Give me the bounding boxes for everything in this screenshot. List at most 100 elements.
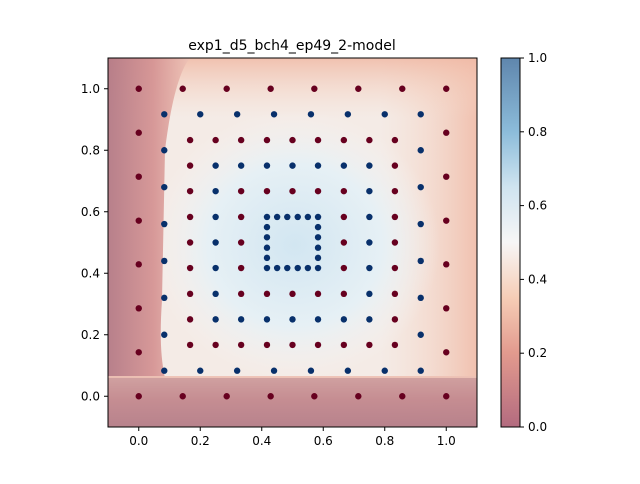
scatter-point-class-1: [314, 316, 322, 323]
scatter-point-class-0: [443, 85, 450, 92]
y-tick-label: 0.6: [81, 205, 100, 219]
colorbar: 0.0 0.2 0.4 0.6 0.8 1.0: [500, 51, 547, 434]
scatter-point-class-1: [161, 147, 168, 154]
scatter-point-class-0: [212, 136, 219, 144]
x-tick-label: 0.6: [314, 434, 333, 448]
scatter-point-class-0: [263, 290, 271, 298]
scatter-point-class-0: [135, 393, 142, 400]
y-axis: 0.0 0.2 0.4 0.6 0.8 1.0: [81, 82, 108, 403]
scatter-point-class-0: [263, 341, 271, 349]
scatter-point-class-0: [186, 264, 194, 272]
x-tick-label: 0.0: [129, 434, 148, 448]
scatter-point-class-1: [344, 367, 352, 374]
scatter-point-class-1: [263, 213, 271, 221]
scatter-point-class-1: [161, 257, 168, 265]
scatter-point-class-0: [179, 393, 186, 400]
scatter-point-class-0: [391, 316, 399, 323]
scatter-point-class-1: [161, 331, 168, 338]
scatter-point-class-0: [135, 217, 142, 224]
scatter-point-class-0: [237, 187, 245, 195]
scatter-point-class-0: [391, 136, 399, 144]
x-tick-label: 0.8: [375, 434, 394, 448]
scatter-point-class-0: [186, 213, 194, 221]
scatter-point-class-0: [355, 393, 362, 400]
scatter-point-class-1: [381, 111, 388, 118]
x-tick-label: 0.2: [191, 434, 210, 448]
scatter-point-class-0: [366, 136, 373, 144]
scatter-point-class-1: [381, 367, 388, 374]
scatter-point-class-0: [314, 136, 322, 144]
scatter-point-class-1: [263, 223, 271, 231]
scatter-point-class-0: [443, 349, 450, 356]
scatter-point-class-0: [186, 136, 194, 144]
scatter-point-class-1: [212, 239, 219, 246]
scatter-point-class-0: [289, 290, 296, 298]
scatter-point-class-1: [263, 264, 271, 272]
scatter-point-class-1: [417, 220, 424, 228]
scatter-point-class-0: [443, 217, 450, 224]
scatter-point-class-0: [443, 305, 450, 312]
scatter-point-class-0: [391, 162, 399, 169]
scatter-point-class-0: [186, 239, 194, 246]
scatter-point-class-0: [391, 187, 399, 195]
scatter-point-class-0: [289, 136, 296, 144]
scatter-point-class-1: [294, 264, 301, 272]
scatter-point-class-1: [366, 316, 373, 323]
scatter-point-class-1: [366, 187, 373, 195]
scatter-point-class-1: [366, 213, 373, 221]
scatter-point-class-0: [212, 341, 219, 349]
x-tick-label: 0.4: [252, 434, 271, 448]
scatter-point-class-1: [366, 290, 373, 298]
scatter-point-class-1: [212, 162, 219, 169]
scatter-point-class-1: [233, 111, 241, 118]
scatter-point-class-0: [237, 290, 245, 298]
scatter-point-class-0: [391, 264, 399, 272]
scatter-point-class-1: [212, 213, 219, 221]
chart-title: exp1_d5_bch4_ep49_2-model: [188, 38, 395, 54]
colorbar-tick-label: 0.0: [528, 420, 547, 434]
scatter-point-class-0: [267, 85, 274, 92]
scatter-point-class-1: [263, 316, 271, 323]
scatter-point-class-1: [289, 316, 296, 323]
colorbar-tick-label: 0.4: [528, 272, 547, 286]
scatter-point-class-1: [417, 147, 424, 154]
scatter-point-class-1: [314, 244, 322, 251]
scatter-point-class-0: [340, 136, 348, 144]
scatter-point-class-0: [443, 393, 450, 400]
scatter-point-class-1: [161, 220, 168, 228]
scatter-point-class-0: [355, 85, 362, 92]
x-tick-label: 1.0: [437, 434, 456, 448]
scatter-point-class-1: [417, 183, 424, 191]
scatter-point-class-0: [289, 341, 296, 349]
scatter-point-class-0: [223, 85, 230, 92]
scatter-point-class-0: [135, 85, 142, 92]
scatter-point-class-0: [340, 264, 348, 272]
scatter-point-class-0: [340, 239, 348, 246]
scatter-point-class-0: [263, 136, 271, 144]
scatter-point-class-0: [399, 393, 406, 400]
scatter-point-class-0: [311, 393, 318, 400]
scatter-point-class-1: [284, 213, 291, 221]
x-axis: 0.0 0.2 0.4 0.6 0.8 1.0: [129, 427, 456, 448]
scatter-point-class-1: [263, 234, 271, 241]
scatter-point-class-1: [284, 264, 291, 272]
scatter-point-class-1: [263, 254, 271, 262]
scatter-point-class-0: [443, 129, 450, 136]
scatter-point-class-0: [135, 305, 142, 312]
scatter-point-class-1: [314, 234, 322, 241]
scatter-point-class-0: [223, 393, 230, 400]
scatter-point-class-0: [366, 341, 373, 349]
scatter-point-class-0: [237, 213, 245, 221]
scatter-point-class-1: [307, 367, 315, 374]
scatter-point-class-1: [417, 367, 424, 374]
scatter-point-class-0: [399, 85, 406, 92]
scatter-point-class-1: [340, 162, 348, 169]
scatter-point-class-0: [314, 187, 322, 195]
scatter-point-class-1: [212, 316, 219, 323]
y-tick-label: 1.0: [81, 82, 100, 96]
scatter-point-class-0: [391, 239, 399, 246]
scatter-point-class-0: [391, 213, 399, 221]
scatter-point-class-1: [233, 367, 241, 374]
scatter-point-class-1: [417, 331, 424, 338]
